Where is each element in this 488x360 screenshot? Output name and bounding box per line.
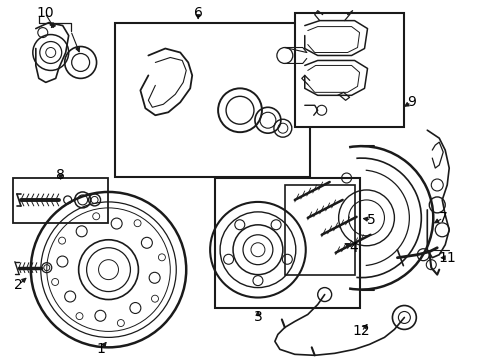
Text: 10: 10 (36, 6, 54, 20)
Text: 2: 2 (15, 278, 23, 292)
Text: 12: 12 (352, 324, 369, 338)
Text: 9: 9 (406, 95, 415, 109)
Text: 4: 4 (348, 241, 357, 255)
Text: 3: 3 (253, 310, 262, 324)
Text: 11: 11 (437, 251, 455, 265)
Bar (285, 185, 354, 275)
Text: 1: 1 (96, 342, 105, 356)
Text: 7: 7 (438, 211, 447, 225)
Text: 5: 5 (366, 213, 375, 227)
Bar (115, 23, 309, 177)
Bar (215, 178, 359, 307)
Bar (13, 178, 107, 223)
Text: 8: 8 (56, 168, 65, 182)
Text: 6: 6 (193, 6, 202, 20)
Bar (294, 13, 404, 127)
